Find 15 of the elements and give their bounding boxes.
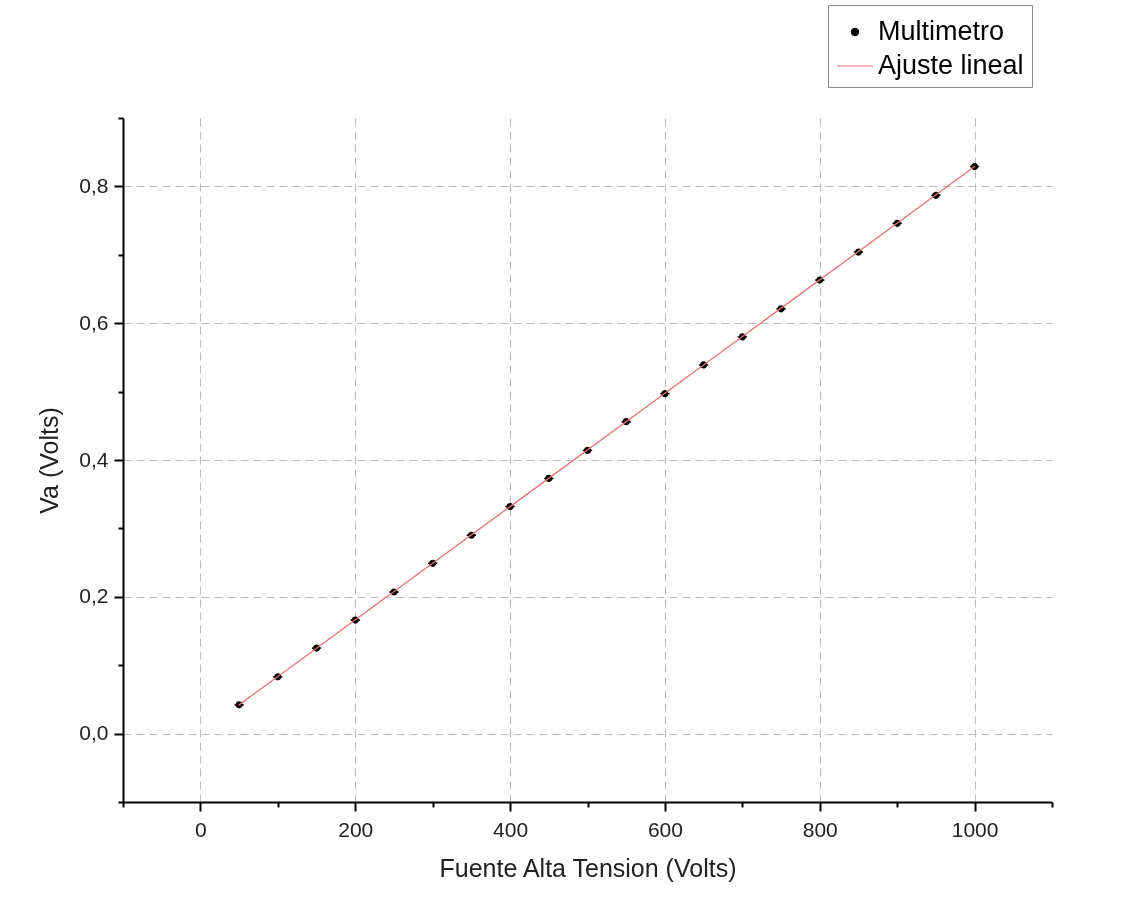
y-tick-label: 0,2: [79, 584, 109, 608]
y-tick-label: 0,0: [79, 721, 109, 745]
x-tick-label: 800: [802, 817, 838, 841]
legend-label: Multimetro: [878, 16, 1005, 46]
legend-label: Ajuste lineal: [878, 50, 1024, 80]
y-axis-title: Va (Volts): [35, 407, 64, 514]
x-tick-label: 400: [493, 817, 529, 841]
y-tick-label: 0,4: [79, 447, 109, 471]
x-tick-label: 0: [195, 817, 207, 841]
x-tick-label: 600: [647, 817, 683, 841]
y-tick-label: 0,8: [79, 173, 109, 197]
x-tick-label: 1000: [951, 817, 999, 841]
x-axis-title: Fuente Alta Tension (Volts): [439, 853, 737, 882]
x-tick-label: 200: [338, 817, 374, 841]
y-tick-label: 0,6: [79, 310, 109, 334]
